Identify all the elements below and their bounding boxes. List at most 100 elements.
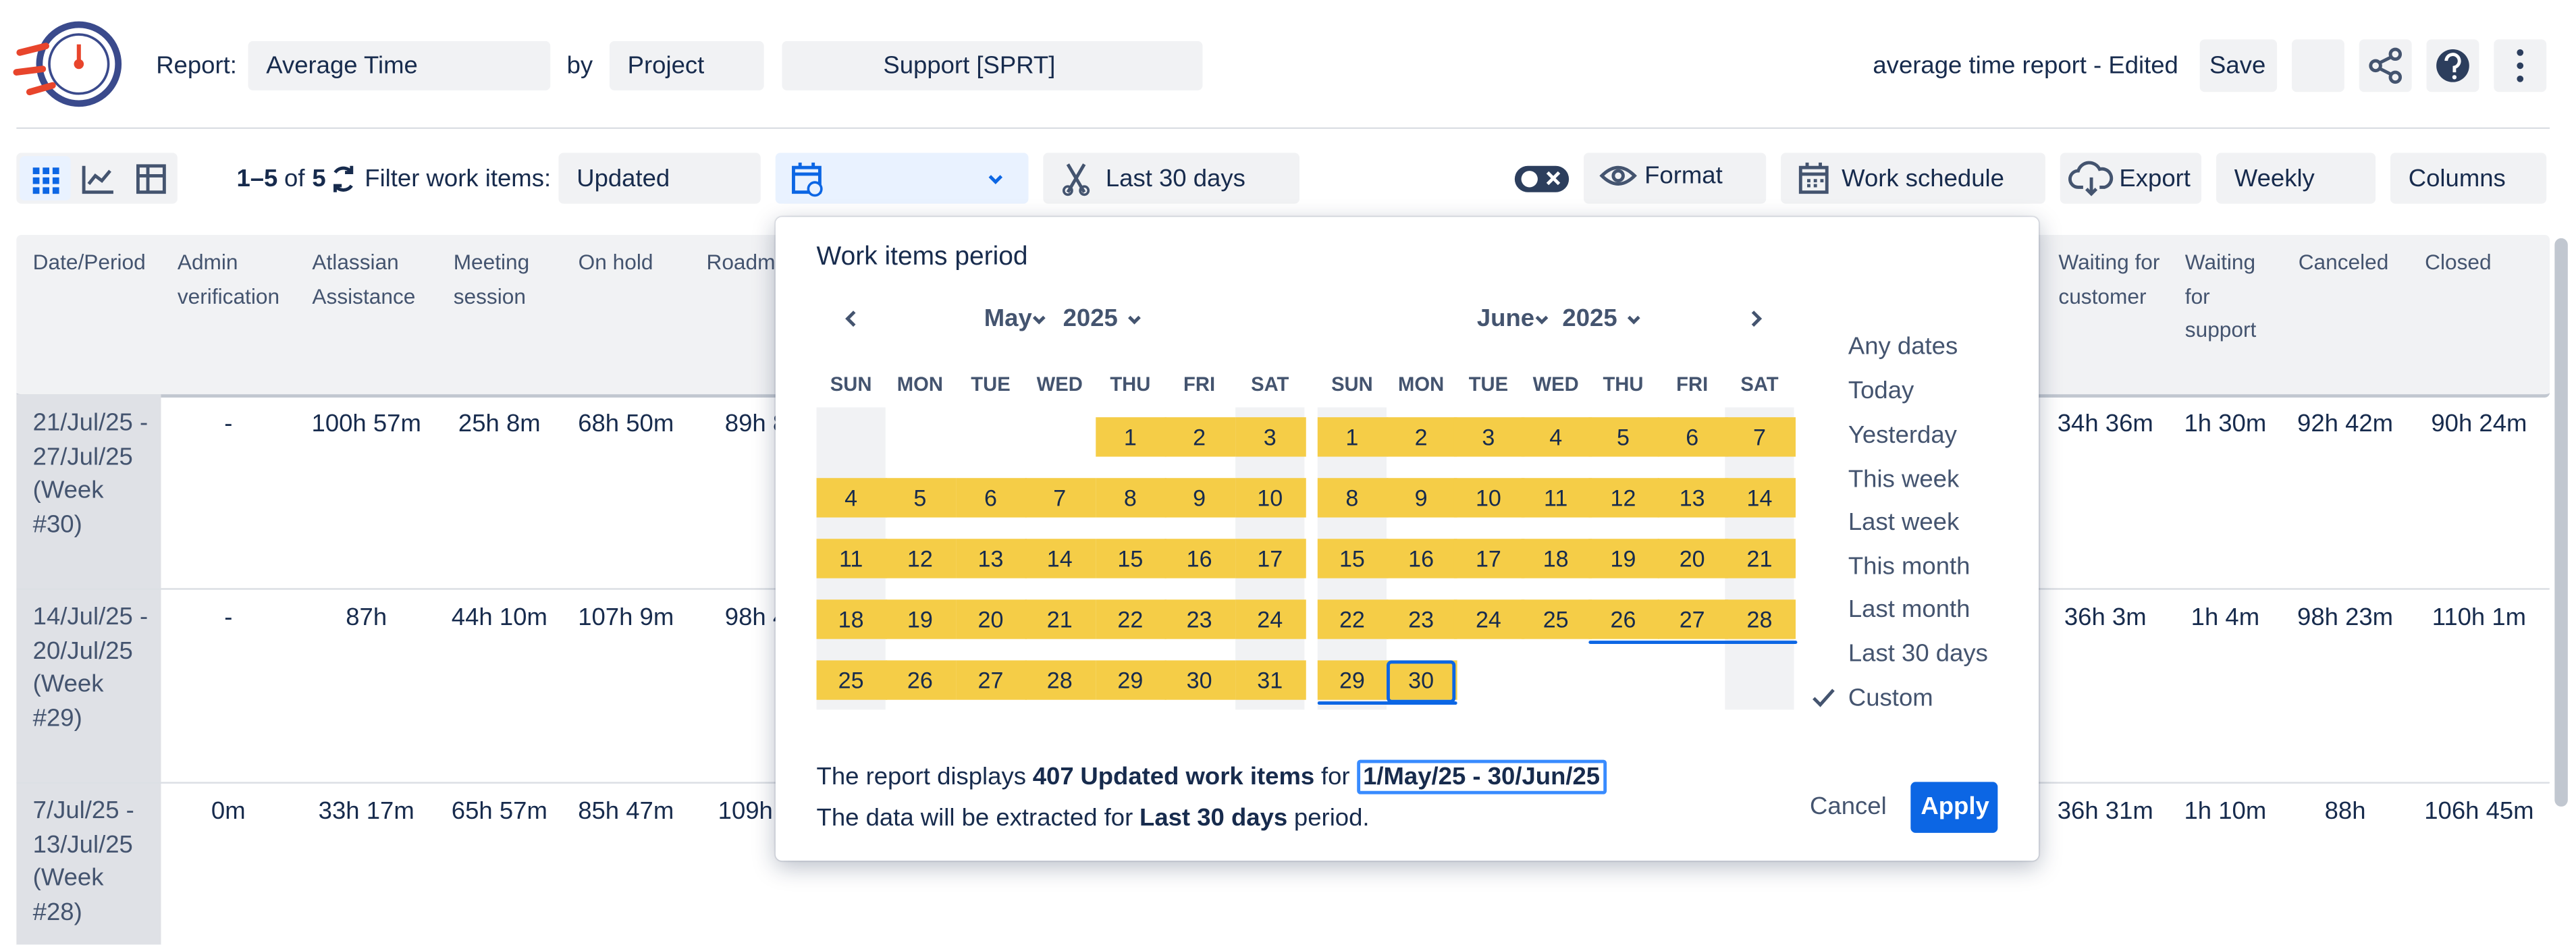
day-cell[interactable]: [1164, 599, 1235, 639]
day-cell[interactable]: [1317, 478, 1388, 518]
icon-button[interactable]: [2359, 39, 2412, 92]
cancel-button[interactable]: Cancel: [1810, 792, 1887, 821]
day-cell[interactable]: [1095, 660, 1166, 700]
day-cell[interactable]: [1235, 660, 1306, 700]
month-select[interactable]: May: [984, 304, 1032, 333]
interval-select[interactable]: [2216, 153, 2376, 204]
month-select[interactable]: June: [1476, 304, 1535, 333]
schedule-button[interactable]: [1781, 153, 2045, 204]
day-cell[interactable]: [1235, 417, 1306, 457]
day-cell[interactable]: [885, 539, 956, 578]
save-button[interactable]: [2199, 39, 2278, 92]
day-cell[interactable]: [1164, 417, 1235, 457]
day-cell[interactable]: [1235, 599, 1306, 639]
date-button-bg[interactable]: [775, 153, 1029, 204]
day-cell[interactable]: [1164, 660, 1235, 700]
report-select[interactable]: [248, 40, 551, 90]
year-select[interactable]: 2025: [1063, 304, 1118, 333]
preset[interactable]: Any dates: [1848, 332, 1958, 361]
day-cell[interactable]: [1520, 539, 1592, 578]
preset[interactable]: Last 30 days: [1848, 639, 1988, 668]
day-cell[interactable]: [1453, 539, 1524, 578]
logo: [13, 21, 122, 107]
day-cell[interactable]: [1235, 478, 1306, 518]
preset[interactable]: Last week: [1848, 508, 1960, 537]
day-cell[interactable]: [1386, 539, 1457, 578]
day-cell[interactable]: [1588, 417, 1659, 457]
day-cell[interactable]: [1657, 599, 1728, 639]
day-cell[interactable]: [1453, 599, 1524, 639]
day-cell[interactable]: [1095, 599, 1166, 639]
day-cell[interactable]: [1520, 417, 1592, 457]
day-cell[interactable]: [885, 599, 956, 639]
selected-day[interactable]: [1386, 660, 1456, 703]
project-select[interactable]: [782, 40, 1203, 90]
day-cell[interactable]: [1724, 539, 1796, 578]
preset[interactable]: Yesterday: [1848, 421, 1957, 450]
summary-text: Updated work items: [1080, 763, 1315, 791]
day-cell[interactable]: [1657, 417, 1728, 457]
preset[interactable]: Custom: [1848, 684, 1933, 712]
refresh-icon[interactable]: [333, 165, 354, 192]
day: 24: [1475, 606, 1501, 632]
day-cell[interactable]: [1453, 417, 1524, 457]
day-cell[interactable]: [1317, 539, 1388, 578]
apply-button[interactable]: [1910, 782, 1998, 833]
day-cell[interactable]: [1164, 539, 1235, 578]
day-cell[interactable]: [1095, 417, 1166, 457]
day-cell[interactable]: [1520, 599, 1592, 639]
day-cell[interactable]: [1386, 660, 1457, 700]
chevron: [2342, 167, 2365, 190]
chart-icon[interactable]: [82, 165, 113, 194]
scrollbar[interactable]: [2554, 238, 2568, 807]
group-select[interactable]: [609, 40, 764, 90]
day-cell[interactable]: [1588, 539, 1659, 578]
day-cell[interactable]: [1588, 599, 1659, 639]
day-cell[interactable]: [815, 660, 887, 700]
day-cell[interactable]: [815, 539, 887, 578]
filter-select[interactable]: [558, 153, 761, 204]
day-cell[interactable]: [1235, 539, 1306, 578]
pivot-icon[interactable]: [136, 164, 166, 194]
day-cell[interactable]: [815, 599, 887, 639]
preset[interactable]: Today: [1848, 377, 1914, 405]
day-cell[interactable]: [1317, 417, 1388, 457]
day-cell[interactable]: [1657, 478, 1728, 518]
export-button[interactable]: [2060, 153, 2202, 204]
day-cell[interactable]: [1025, 599, 1096, 639]
day-cell[interactable]: [1386, 417, 1457, 457]
day-cell[interactable]: [1317, 599, 1388, 639]
day-cell[interactable]: [1025, 539, 1096, 578]
day-cell[interactable]: [1164, 478, 1235, 518]
day-cell[interactable]: [955, 599, 1027, 639]
day-cell[interactable]: [1657, 539, 1728, 578]
year-select[interactable]: 2025: [1562, 304, 1617, 333]
day-cell[interactable]: [1025, 660, 1096, 700]
day-cell[interactable]: [1386, 599, 1457, 639]
day-cell[interactable]: [1724, 478, 1796, 518]
day-cell[interactable]: [955, 539, 1027, 578]
preset[interactable]: Last month: [1848, 595, 1970, 624]
day-cell[interactable]: [1724, 417, 1796, 457]
day-cell[interactable]: [1588, 478, 1659, 518]
day-cell[interactable]: [1317, 660, 1388, 700]
apply-label[interactable]: Apply: [1921, 792, 1989, 821]
preset[interactable]: This week: [1848, 465, 1960, 494]
day-cell[interactable]: [885, 478, 956, 518]
day-cell[interactable]: [1025, 478, 1096, 518]
day-cell[interactable]: [1724, 599, 1796, 639]
preset[interactable]: This month: [1848, 552, 1970, 581]
day-cell[interactable]: [885, 660, 956, 700]
day-cell[interactable]: [815, 478, 887, 518]
day: 10: [1257, 484, 1283, 511]
day-cell[interactable]: [1095, 539, 1166, 578]
day-cell[interactable]: [955, 660, 1027, 700]
weekday: SAT: [1740, 373, 1779, 396]
day-cell[interactable]: [955, 478, 1027, 518]
icon-button[interactable]: [2291, 39, 2344, 92]
day-cell[interactable]: [1520, 478, 1592, 518]
day-cell[interactable]: [1386, 478, 1457, 518]
columns-button[interactable]: [2390, 153, 2547, 204]
day-cell[interactable]: [1453, 478, 1524, 518]
day-cell[interactable]: [1095, 478, 1166, 518]
